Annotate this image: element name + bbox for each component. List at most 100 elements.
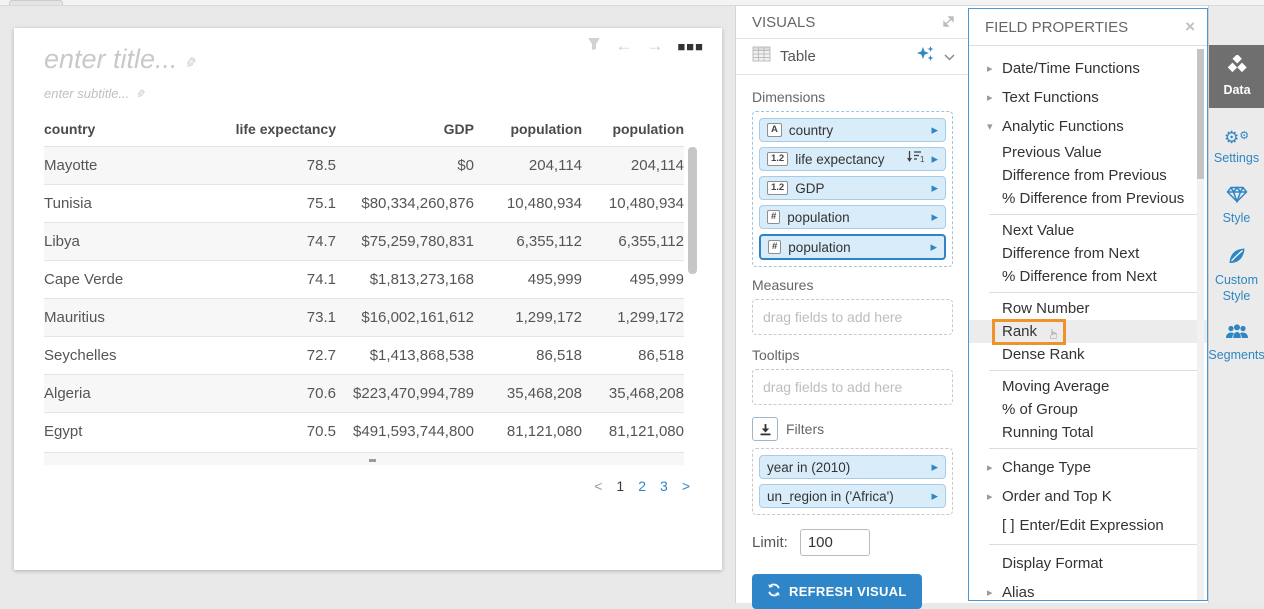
filter-field[interactable]: un_region in ('Africa') ▸: [759, 484, 946, 508]
menu-item-order-and-top-k[interactable]: ▸ Order and Top K: [969, 482, 1207, 511]
menu-item-rank[interactable]: Rank ☞: [969, 318, 1207, 345]
menu-item-difference-from-next[interactable]: % Difference from Next: [969, 265, 1207, 288]
expand-panel-icon[interactable]: [942, 15, 955, 32]
dimension-field-life-expectancy[interactable]: 1.2 life expectancy 1 ▸: [759, 147, 946, 171]
menu-item-display-format[interactable]: Display Format: [969, 549, 1207, 578]
menu-item-of-group[interactable]: % of Group: [969, 398, 1207, 421]
dimension-field-population[interactable]: # population ▸: [759, 205, 946, 229]
menu-item-difference-from-previous[interactable]: % Difference from Previous: [969, 187, 1207, 210]
table-cell: Libya: [44, 222, 194, 261]
table-row[interactable]: Mayotte 78.5 $0 204,114 204,114: [44, 146, 684, 185]
table-column-header[interactable]: population: [510, 121, 582, 137]
menu-item-alias[interactable]: ▸ Alias: [969, 578, 1207, 607]
menu-item-label: Next Value: [1002, 222, 1075, 239]
menu-collapsed-triangle-icon[interactable]: ▸: [987, 491, 993, 503]
table-row[interactable]: Libya 74.7 $75,259,780,831 6,355,112 6,355,1…: [44, 222, 684, 261]
field-menu-arrow-icon[interactable]: ▸: [931, 180, 938, 195]
sidebar-item-segments[interactable]: Segments: [1208, 324, 1264, 364]
sidebar-item-data[interactable]: Data: [1209, 45, 1264, 108]
field-menu-arrow-icon[interactable]: ▸: [931, 459, 938, 474]
field-menu-arrow-icon[interactable]: ▸: [931, 151, 938, 166]
forward-arrow-icon[interactable]: →: [646, 36, 664, 55]
menu-item-difference-from-previous[interactable]: Difference from Previous: [969, 164, 1207, 187]
close-icon[interactable]: ×: [1185, 17, 1195, 36]
table-cell: 78.5: [194, 146, 336, 185]
pagination-next[interactable]: >: [681, 478, 690, 494]
menu-item-running-total[interactable]: Running Total: [969, 421, 1207, 444]
filter-funnel-icon[interactable]: [587, 37, 601, 56]
visual-type-selector[interactable]: Table: [736, 39, 969, 75]
menu-item-row-number[interactable]: Row Number: [969, 297, 1207, 320]
pagination-page-1[interactable]: 1: [616, 478, 625, 494]
edit-title-pencil-icon[interactable]: ✎: [185, 55, 199, 72]
filters-dropzone[interactable]: year in (2010) ▸ un_region in ('Africa') ▸: [752, 448, 953, 515]
menu-divider: [989, 214, 1197, 215]
table-column-header[interactable]: life expectancy: [235, 121, 336, 137]
menu-item-dense-rank[interactable]: Dense Rank: [969, 343, 1207, 366]
filter-field[interactable]: year in (2010) ▸: [759, 455, 946, 479]
sidebar-item-label: Data: [1223, 83, 1251, 97]
table-row[interactable]: Mauritius 73.1 $16,002,161,612 1,299,172 1,2…: [44, 298, 684, 337]
measures-dropzone[interactable]: drag fields to add here: [752, 299, 953, 335]
menu-collapsed-triangle-icon[interactable]: ▸: [987, 92, 993, 104]
dimension-field-GDP[interactable]: 1.2 GDP ▸: [759, 176, 946, 200]
menu-item-moving-average[interactable]: Moving Average: [969, 375, 1207, 398]
table-cell: $223,470,994,789: [336, 374, 474, 413]
table-vertical-scrollbar[interactable]: [688, 147, 697, 274]
table-row[interactable]: Algeria 70.6 $223,470,994,789 35,468,208 35,…: [44, 374, 684, 413]
menu-collapsed-triangle-icon[interactable]: ▸: [987, 63, 993, 75]
refresh-visual-button[interactable]: REFRESH VISUAL: [752, 574, 922, 609]
sidebar-item-custom-style[interactable]: Custom Style: [1209, 247, 1264, 304]
menu-item-analytic-functions[interactable]: ▾ Analytic Functions: [969, 112, 1207, 141]
table-cell: 6,355,112: [474, 222, 582, 261]
table-column-header[interactable]: country: [44, 121, 96, 137]
more-options-icon[interactable]: ■■■: [677, 38, 704, 54]
field-menu-arrow-icon[interactable]: ▸: [931, 488, 938, 503]
tooltips-dropzone[interactable]: drag fields to add here: [752, 369, 953, 405]
field-menu-arrow-icon[interactable]: ▸: [931, 122, 938, 137]
pagination-prev[interactable]: <: [594, 478, 603, 494]
menu-expanded-triangle-icon[interactable]: ▾: [987, 121, 993, 133]
sidebar-item-settings[interactable]: ⚙⚙ Settings: [1209, 128, 1264, 167]
table-row[interactable]: Egypt 70.5 $491,593,744,800 81,121,080 81,12…: [44, 412, 684, 450]
menu-item-difference-from-next[interactable]: Difference from Next: [969, 242, 1207, 265]
menu-item-change-type[interactable]: ▸ Change Type: [969, 453, 1207, 482]
pagination-page-3[interactable]: 3: [660, 478, 668, 494]
panel-scrollbar-track[interactable]: [1197, 49, 1204, 600]
edit-subtitle-pencil-icon[interactable]: ✎: [137, 87, 148, 101]
filters-download-icon[interactable]: [752, 417, 778, 441]
visual-title-placeholder[interactable]: enter title... ✎: [44, 44, 198, 75]
table-cell: $16,002,161,612: [336, 298, 474, 337]
table-row[interactable]: Cape Verde 74.1 $1,813,273,168 495,999 495,9…: [44, 260, 684, 299]
field-properties-title: FIELD PROPERTIES: [985, 18, 1129, 36]
ai-sparkles-icon[interactable]: [915, 45, 935, 68]
limit-input[interactable]: [799, 529, 870, 556]
table-cell: $80,334,260,876: [336, 184, 474, 223]
dimension-field-population[interactable]: # population ▸: [759, 234, 946, 260]
panel-scrollbar-thumb[interactable]: [1197, 49, 1204, 179]
table-cell: 35,468,208: [582, 374, 684, 413]
field-menu-arrow-icon[interactable]: ▸: [931, 209, 938, 224]
table-column-header[interactable]: GDP: [443, 121, 474, 137]
menu-item-enter-edit-expression[interactable]: [ ] Enter/Edit Expression: [969, 511, 1207, 540]
table-column-header[interactable]: population: [612, 121, 684, 137]
chevron-down-icon[interactable]: [944, 48, 955, 66]
table-row[interactable]: Tunisia 75.1 $80,334,260,876 10,480,934 10,4…: [44, 184, 684, 223]
menu-item-previous-value[interactable]: Previous Value: [969, 141, 1207, 164]
menu-collapsed-triangle-icon[interactable]: ▸: [987, 587, 993, 599]
pagination-page-2[interactable]: 2: [638, 478, 647, 494]
sidebar-item-style[interactable]: Style: [1209, 186, 1264, 227]
table-row[interactable]: Seychelles 72.7 $1,413,868,538 86,518 86,518: [44, 336, 684, 375]
field-properties-panel: FIELD PROPERTIES × ▸ Date/Time Functions ▸…: [968, 8, 1208, 601]
menu-item-text-functions[interactable]: ▸ Text Functions: [969, 83, 1207, 112]
menu-item-next-value[interactable]: Next Value: [969, 219, 1207, 242]
menu-item-date-time-functions[interactable]: ▸ Date/Time Functions: [969, 54, 1207, 83]
sidebar-item-label: Custom Style: [1214, 272, 1259, 303]
back-arrow-icon[interactable]: ←: [615, 36, 633, 55]
field-menu-arrow-icon[interactable]: ▸: [930, 239, 937, 254]
visual-subtitle-placeholder[interactable]: enter subtitle... ✎: [44, 86, 147, 101]
refresh-icon: [767, 583, 781, 600]
menu-collapsed-triangle-icon[interactable]: ▸: [987, 462, 993, 474]
